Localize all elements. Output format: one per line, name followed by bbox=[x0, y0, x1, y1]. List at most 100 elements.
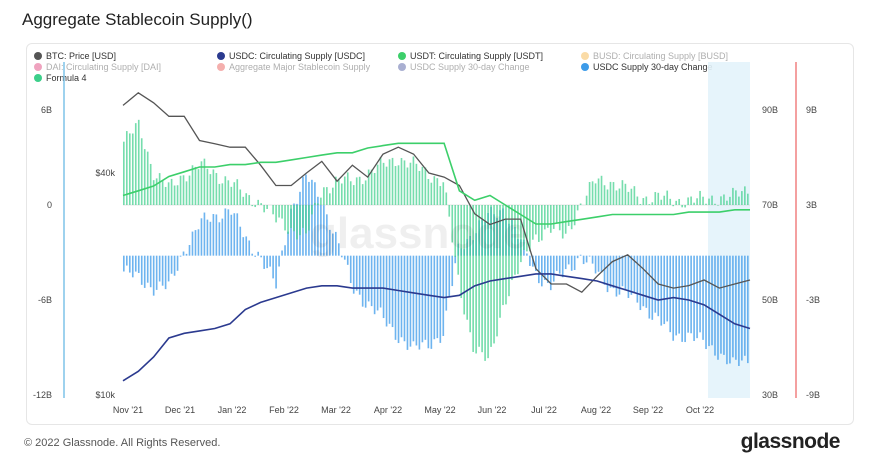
bar bbox=[152, 255, 155, 296]
bar bbox=[179, 255, 182, 257]
bar bbox=[523, 205, 525, 250]
bar bbox=[427, 179, 430, 205]
bar bbox=[424, 255, 427, 340]
bar bbox=[538, 255, 540, 284]
bar bbox=[445, 192, 448, 205]
legend-item[interactable]: USDC Supply 30-day Change bbox=[398, 62, 530, 72]
bar bbox=[741, 191, 743, 205]
bar bbox=[379, 156, 382, 205]
bar bbox=[385, 255, 388, 327]
bar bbox=[358, 255, 361, 295]
bar bbox=[573, 255, 576, 270]
bar bbox=[337, 243, 340, 256]
bar bbox=[230, 186, 233, 205]
bar bbox=[334, 231, 337, 256]
bar bbox=[699, 255, 701, 333]
bar bbox=[257, 251, 259, 256]
bar bbox=[591, 255, 594, 264]
bar bbox=[340, 255, 343, 258]
legend-item[interactable]: Formula 4 bbox=[34, 73, 87, 83]
bar bbox=[469, 205, 471, 333]
bar bbox=[206, 168, 209, 205]
x-tick-label: Jun '22 bbox=[478, 405, 507, 415]
bar bbox=[123, 255, 125, 272]
bar bbox=[579, 254, 582, 256]
bar bbox=[576, 205, 579, 211]
bar bbox=[642, 255, 645, 307]
bar bbox=[645, 255, 648, 308]
legend-item[interactable]: BUSD: Circulating Supply [BUSD] bbox=[581, 51, 728, 61]
bar bbox=[732, 255, 734, 358]
bar bbox=[666, 255, 669, 322]
bar bbox=[251, 253, 254, 256]
legend-dot-icon bbox=[34, 74, 42, 82]
bar bbox=[227, 209, 230, 256]
legend-item[interactable]: USDT: Circulating Supply [USDT] bbox=[398, 51, 543, 61]
bar bbox=[134, 255, 137, 272]
bar bbox=[302, 205, 304, 228]
bar bbox=[529, 205, 531, 252]
legend-label: DAI: Circulating Supply [DAI] bbox=[46, 62, 162, 72]
bar bbox=[466, 205, 468, 320]
legend-item[interactable]: BTC: Price [USD] bbox=[34, 51, 116, 61]
bar bbox=[334, 176, 337, 205]
legend-item[interactable]: DAI: Circulating Supply [DAI] bbox=[34, 62, 161, 72]
bar bbox=[206, 219, 209, 256]
bar bbox=[526, 205, 528, 252]
bar bbox=[549, 205, 552, 233]
right-change-tick-label: 9B bbox=[806, 105, 817, 115]
bar bbox=[502, 205, 504, 306]
bar bbox=[352, 255, 355, 294]
y-tick-label: -12B bbox=[33, 390, 52, 400]
x-tick-label: Feb '22 bbox=[269, 405, 299, 415]
bar bbox=[400, 157, 403, 205]
bar bbox=[418, 170, 421, 205]
bar bbox=[191, 165, 194, 205]
bar bbox=[684, 205, 686, 208]
legend-dot-icon bbox=[217, 63, 225, 71]
bar bbox=[403, 160, 406, 205]
bar bbox=[514, 205, 516, 275]
bar bbox=[134, 123, 137, 205]
legend-label: Formula 4 bbox=[46, 73, 87, 83]
bar bbox=[672, 205, 675, 207]
bar bbox=[215, 172, 218, 205]
bar bbox=[606, 189, 609, 205]
bar bbox=[364, 255, 367, 308]
bar bbox=[726, 200, 728, 205]
bar bbox=[242, 196, 245, 205]
legend-item[interactable]: Aggregate Major Stablecoin Supply bbox=[217, 62, 370, 72]
bar bbox=[182, 251, 185, 256]
bar bbox=[314, 182, 316, 256]
bar bbox=[451, 205, 454, 243]
bar bbox=[430, 255, 433, 349]
bar bbox=[615, 190, 618, 205]
bar bbox=[137, 255, 140, 273]
bar bbox=[230, 214, 233, 256]
bar bbox=[705, 255, 707, 350]
bar bbox=[564, 205, 567, 234]
bar bbox=[320, 204, 322, 256]
bar bbox=[720, 196, 722, 205]
bar bbox=[323, 187, 325, 205]
bar bbox=[188, 175, 191, 205]
bar bbox=[412, 255, 415, 342]
bar bbox=[714, 203, 716, 205]
bar bbox=[221, 218, 224, 256]
legend-item[interactable]: USDC Supply 30-day Change bbox=[581, 62, 713, 72]
bar bbox=[403, 255, 406, 342]
bar bbox=[576, 255, 579, 259]
legend-item[interactable]: USDC: Circulating Supply [USDC] bbox=[217, 51, 365, 61]
bar bbox=[155, 178, 158, 205]
bar bbox=[711, 255, 713, 346]
bar bbox=[385, 166, 388, 205]
bar bbox=[627, 191, 630, 205]
legend-label: USDC Supply 30-day Change bbox=[410, 62, 530, 72]
bar bbox=[143, 255, 146, 288]
bar bbox=[726, 255, 728, 365]
bar bbox=[260, 203, 262, 205]
bar bbox=[663, 255, 666, 325]
bar bbox=[239, 189, 242, 205]
bar bbox=[549, 255, 552, 291]
